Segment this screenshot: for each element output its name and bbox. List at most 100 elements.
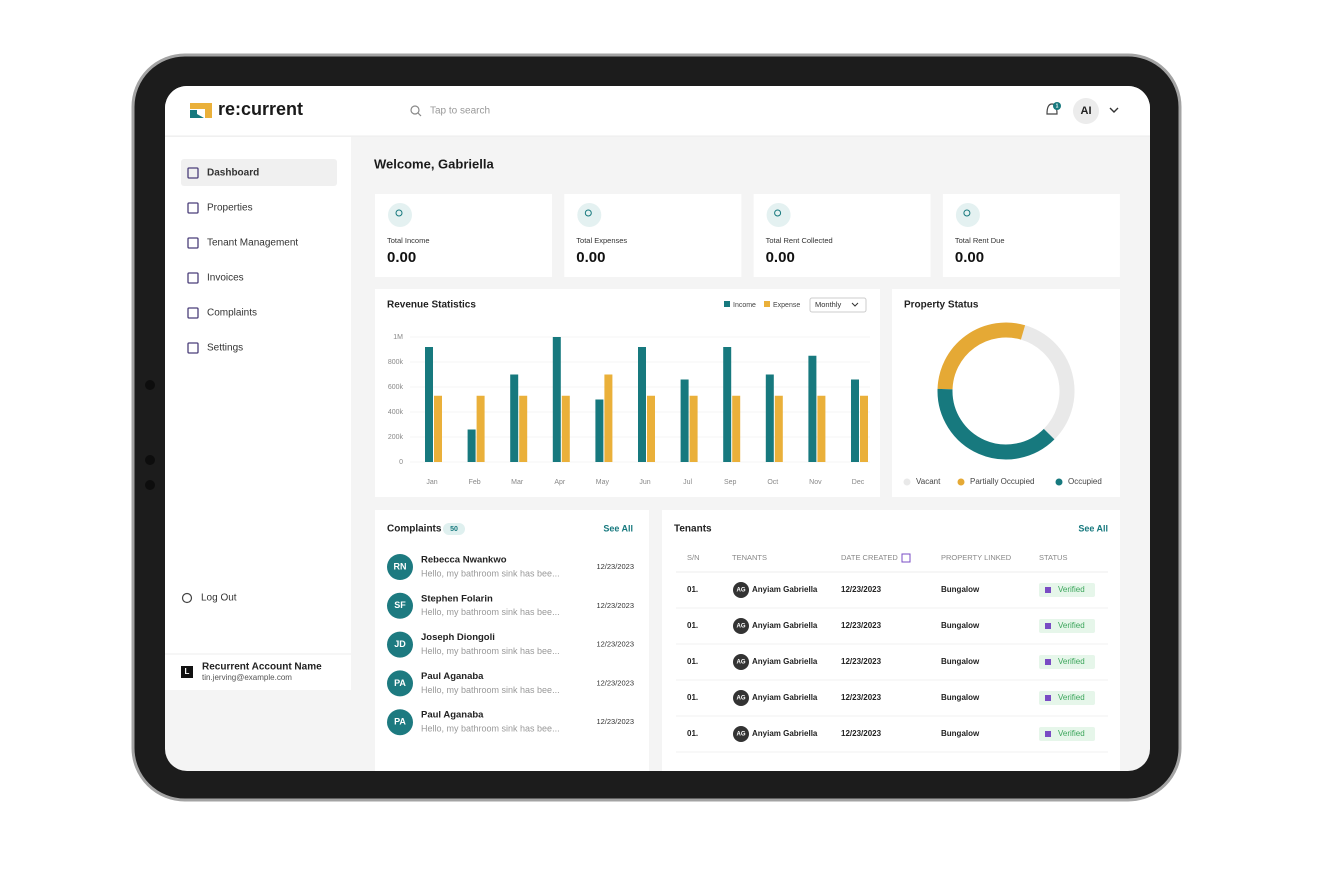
bar: [595, 399, 604, 462]
complaint-message: Hello, my bathroom sink has bee...: [421, 607, 560, 617]
sidebar: [165, 137, 351, 690]
bar: [765, 374, 774, 462]
count-badge: 50: [450, 526, 458, 533]
stat-icon: [774, 209, 782, 217]
legend-label: Partially Occupied: [970, 477, 1034, 486]
avatar-initials: PA: [394, 717, 406, 727]
avatar: [387, 631, 413, 658]
serial-number: 01.: [687, 585, 698, 594]
search-input[interactable]: Tap to search: [430, 106, 490, 117]
property-linked: Bungalow: [941, 693, 980, 702]
bar: [604, 374, 613, 462]
date-created: 12/23/2023: [841, 729, 882, 738]
donut-segment: [937, 388, 1055, 460]
avatar-initials: AG: [737, 588, 746, 594]
tenant-name[interactable]: Anyiam Gabriella: [752, 693, 818, 702]
account-name: Recurrent Account Name: [202, 662, 322, 673]
stat-icon: [584, 209, 592, 217]
complainant-name[interactable]: Joseph Diongoli: [421, 632, 495, 643]
donut-segment: [937, 322, 1026, 390]
dropdown-label[interactable]: Monthly: [815, 300, 842, 309]
chart-title: Revenue Statistics: [387, 300, 476, 311]
avatar-initials: SF: [394, 600, 406, 610]
top-bar: [165, 86, 1150, 136]
nav-icon: [187, 167, 199, 179]
calendar-icon: [901, 553, 911, 563]
status-badge: [1039, 691, 1095, 705]
status-badge: [1039, 619, 1095, 633]
status-badge: [1039, 655, 1095, 669]
status: Verified: [1058, 585, 1085, 594]
stat-label: Total Expenses: [576, 236, 627, 245]
legend-label: Income: [733, 302, 756, 309]
avatar: [733, 582, 749, 598]
complainant-name[interactable]: Paul Aganaba: [421, 710, 484, 721]
bar: [689, 395, 698, 462]
stat-label: Total Income: [387, 236, 430, 245]
avatar-initials: RN: [394, 561, 407, 571]
tenant-name[interactable]: Anyiam Gabriella: [752, 729, 818, 738]
property-linked: Bungalow: [941, 729, 980, 738]
y-tick-label: 200k: [388, 434, 404, 441]
stat-icon: [577, 203, 602, 227]
see-all[interactable]: See All: [1078, 523, 1108, 533]
status-icon: [1045, 623, 1051, 629]
nav-item[interactable]: Properties: [207, 203, 253, 214]
search-icon: [417, 112, 422, 117]
complainant-name[interactable]: Paul Aganaba: [421, 671, 484, 682]
avatar-initials: JD: [394, 639, 406, 649]
stat-value: 0.00: [387, 249, 416, 266]
x-tick-label: Jan: [426, 479, 437, 486]
nav-item[interactable]: Complaints: [207, 308, 257, 319]
tenant-name[interactable]: Anyiam Gabriella: [752, 657, 818, 666]
avatar-initials: AG: [737, 696, 746, 702]
nav-item[interactable]: Invoices: [207, 273, 244, 284]
nav-item[interactable]: Dashboard: [207, 168, 259, 179]
bar: [434, 395, 442, 462]
status: Verified: [1058, 621, 1085, 630]
bar: [723, 347, 732, 462]
bar: [732, 395, 741, 462]
column-header: S/N: [687, 553, 700, 562]
nav-icon: [187, 307, 199, 319]
active-nav-bg: [181, 159, 337, 186]
bar: [638, 347, 646, 462]
legend-swatch: [764, 301, 770, 307]
card: [892, 289, 1120, 497]
bell-icon[interactable]: [1046, 103, 1058, 115]
complaint-message: Hello, my bathroom sink has bee...: [421, 724, 560, 734]
stat-value: 0.00: [576, 249, 605, 266]
stat-label: Total Rent Due: [955, 236, 1005, 245]
nav-icon: [187, 202, 199, 214]
nav-icon: [187, 237, 199, 249]
nav-item[interactable]: Settings: [207, 343, 243, 354]
avatar-circle[interactable]: [1073, 98, 1099, 124]
chevron[interactable]: [1109, 107, 1119, 113]
date-created: 12/23/2023: [841, 621, 882, 630]
dropdown[interactable]: [809, 297, 867, 313]
complainant-name[interactable]: Stephen Folarin: [421, 593, 493, 604]
x-tick-label: Dec: [852, 479, 865, 486]
nav-item[interactable]: Tenant Management: [207, 238, 298, 249]
tenant-name[interactable]: Anyiam Gabriella: [752, 585, 818, 594]
complaint-date: 12/23/2023: [596, 640, 634, 649]
column-header: PROPERTY LINKED: [941, 553, 1012, 562]
legend-dot: [903, 478, 911, 486]
donut-segment: [1020, 325, 1075, 440]
x-tick-label: Sep: [724, 479, 737, 486]
tenant-name[interactable]: Anyiam Gabriella: [752, 621, 818, 630]
column-header: DATE CREATED: [841, 553, 898, 562]
logout[interactable]: Log Out: [201, 593, 237, 604]
see-all[interactable]: See All: [603, 523, 633, 533]
stat-value: 0.00: [766, 249, 795, 266]
account-email: tin.jerving@example.com: [202, 673, 292, 682]
complainant-name[interactable]: Rebecca Nwankwo: [421, 555, 507, 566]
stat-value: 0.00: [955, 249, 984, 266]
date-created: 12/23/2023: [841, 657, 882, 666]
avatar: [387, 670, 413, 697]
date-created: 12/23/2023: [841, 693, 882, 702]
x-tick-label: Mar: [511, 479, 524, 486]
notification-count: 1: [1056, 103, 1059, 109]
